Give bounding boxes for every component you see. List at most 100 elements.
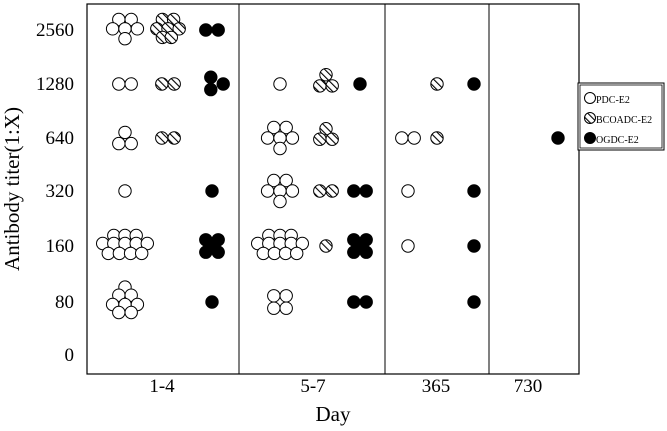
data-point-marker bbox=[359, 184, 373, 198]
data-point-marker bbox=[204, 70, 218, 84]
data-point-marker bbox=[123, 246, 138, 261]
data-point-marker bbox=[319, 239, 333, 253]
data-point-marker bbox=[211, 23, 225, 37]
data-point-marker bbox=[313, 132, 327, 146]
data-point-marker bbox=[278, 246, 293, 261]
y-tick-label: 1280 bbox=[36, 74, 74, 95]
data-point-marker bbox=[267, 301, 281, 315]
data-point-marker bbox=[325, 132, 339, 146]
data-point-marker bbox=[467, 184, 481, 198]
y-tick-label: 2560 bbox=[36, 20, 74, 41]
x-axis-title: Day bbox=[316, 402, 351, 426]
data-point-marker bbox=[273, 77, 287, 91]
data-point-marker bbox=[279, 289, 293, 303]
data-point-marker bbox=[279, 120, 293, 135]
plot-frame bbox=[86, 3, 580, 375]
data-point-marker bbox=[407, 131, 421, 145]
y-axis-ticks: 0 80 160 320 640 1280 2560 bbox=[36, 20, 74, 366]
data-point-marker bbox=[124, 12, 138, 27]
data-point-marker bbox=[130, 22, 145, 36]
data-point-marker bbox=[353, 77, 367, 91]
data-point-marker bbox=[101, 246, 116, 261]
legend-box-inner bbox=[579, 84, 663, 149]
y-axis-title: Antibody titer(1:X) bbox=[0, 107, 24, 271]
legend-marker bbox=[584, 92, 596, 104]
data-point-marker bbox=[205, 184, 219, 198]
data-point-marker bbox=[118, 125, 132, 140]
data-point-marker bbox=[295, 236, 309, 251]
data-point-marker bbox=[124, 305, 138, 320]
x-tick-label: 5-7 bbox=[300, 376, 325, 397]
data-point-marker bbox=[124, 77, 138, 91]
legend-label: BCOADC-E2 bbox=[596, 115, 652, 126]
legend-marker bbox=[584, 132, 596, 144]
y-tick-label: 160 bbox=[46, 236, 75, 257]
data-point-marker bbox=[205, 295, 219, 309]
data-point-marker bbox=[216, 77, 230, 91]
x-tick-label: 730 bbox=[514, 376, 543, 397]
data-point-marker bbox=[256, 246, 270, 261]
data-point-marker bbox=[260, 131, 275, 145]
data-point-marker bbox=[164, 30, 179, 45]
data-point-marker bbox=[124, 288, 138, 302]
data-point-marker bbox=[285, 131, 300, 145]
data-point-marker bbox=[290, 246, 304, 261]
legend-marker bbox=[584, 112, 596, 124]
data-point-marker bbox=[273, 141, 287, 156]
data-point-marker bbox=[279, 301, 293, 315]
data-point-marker bbox=[112, 305, 126, 320]
data-point-marker bbox=[267, 246, 282, 261]
data-point-marker bbox=[267, 289, 281, 303]
data-point-marker bbox=[112, 136, 126, 151]
data-point-marker bbox=[353, 239, 367, 253]
data-point-marker bbox=[319, 68, 333, 82]
data-point-marker bbox=[313, 79, 327, 93]
data-point-marker bbox=[167, 131, 181, 145]
data-markers bbox=[96, 12, 565, 320]
data-point-marker bbox=[430, 131, 444, 145]
data-point-marker bbox=[347, 295, 361, 309]
data-point-marker bbox=[205, 239, 219, 253]
data-point-marker bbox=[467, 77, 481, 91]
data-point-marker bbox=[395, 131, 409, 145]
data-point-marker bbox=[199, 23, 213, 37]
data-point-marker bbox=[260, 184, 275, 198]
legend: PDC-E2 BCOADC-E2 OGDC-E2 bbox=[577, 82, 665, 151]
data-point-marker bbox=[112, 77, 126, 91]
data-point-marker bbox=[359, 295, 373, 309]
data-point-marker bbox=[273, 194, 287, 209]
data-point-marker bbox=[279, 173, 293, 188]
data-point-marker bbox=[204, 82, 218, 97]
y-tick-label: 640 bbox=[46, 128, 75, 149]
data-point-marker bbox=[140, 236, 155, 251]
y-tick-label: 0 bbox=[65, 345, 75, 366]
data-point-marker bbox=[313, 184, 327, 198]
x-axis-ticks: 1-4 5-7 365 730 bbox=[149, 376, 542, 397]
data-point-marker bbox=[135, 246, 149, 261]
data-point-marker bbox=[401, 239, 415, 253]
data-point-marker bbox=[167, 77, 181, 91]
legend-label: OGDC-E2 bbox=[596, 135, 639, 146]
y-tick-label: 320 bbox=[46, 181, 75, 202]
data-point-marker bbox=[285, 184, 300, 198]
x-tick-label: 1-4 bbox=[149, 376, 175, 397]
data-point-marker bbox=[105, 22, 120, 36]
data-point-marker bbox=[467, 239, 481, 253]
data-point-marker bbox=[401, 184, 415, 198]
x-tick-label: 365 bbox=[422, 376, 451, 397]
data-point-marker bbox=[319, 122, 333, 136]
data-point-marker bbox=[347, 184, 361, 198]
data-point-marker bbox=[112, 246, 127, 261]
data-point-marker bbox=[155, 77, 169, 91]
data-point-marker bbox=[118, 32, 132, 46]
data-point-marker bbox=[172, 22, 186, 36]
y-tick-label: 80 bbox=[55, 292, 74, 313]
data-point-marker bbox=[325, 79, 339, 93]
data-point-marker bbox=[155, 131, 169, 145]
legend-label: PDC-E2 bbox=[596, 95, 630, 106]
data-point-marker bbox=[430, 77, 444, 91]
data-point-marker bbox=[551, 131, 565, 145]
data-point-marker bbox=[124, 136, 138, 151]
